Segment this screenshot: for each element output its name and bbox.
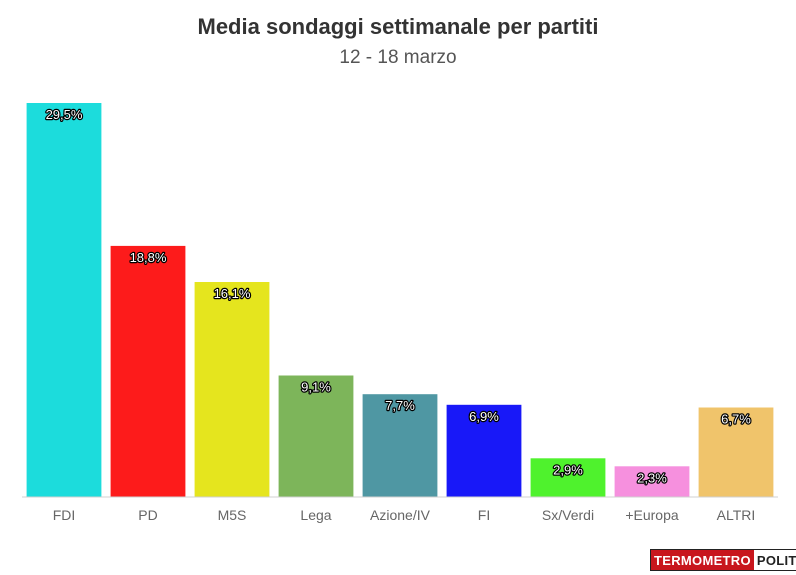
bars-group bbox=[26, 103, 774, 497]
bar-fdi bbox=[26, 103, 102, 497]
bar-pd bbox=[110, 245, 186, 497]
value-label: 2,9% bbox=[553, 462, 583, 477]
bar-altri bbox=[698, 407, 774, 497]
value-label: 6,7% bbox=[721, 412, 751, 427]
value-label: 29,5% bbox=[46, 107, 83, 122]
category-label: ALTRI bbox=[717, 507, 756, 523]
chart-title: Media sondaggi settimanale per partiti bbox=[197, 14, 599, 39]
value-label: 2,3% bbox=[637, 470, 667, 485]
value-label: 9,1% bbox=[301, 380, 331, 395]
value-label: 16,1% bbox=[214, 286, 251, 301]
value-label: 18,8% bbox=[130, 250, 167, 265]
value-label: 7,7% bbox=[385, 398, 415, 413]
value-label: 6,9% bbox=[469, 409, 499, 424]
bar-fi bbox=[446, 404, 522, 497]
bar-europa bbox=[614, 466, 690, 497]
category-label: Lega bbox=[300, 507, 331, 523]
category-labels-group: FDI PD M5S Lega Azione/IV FI Sx/Verdi +Europa AL… bbox=[53, 507, 756, 523]
bar-lega bbox=[278, 375, 354, 497]
chart-subtitle: 12 - 18 marzo bbox=[339, 47, 457, 68]
termometro-politico-logo: TERMOMETRO POLITICO bbox=[650, 549, 796, 571]
category-label: M5S bbox=[218, 507, 247, 523]
category-label: PD bbox=[138, 507, 157, 523]
category-label: FI bbox=[478, 507, 490, 523]
category-label: Sx/Verdi bbox=[542, 507, 594, 523]
bar-azione-iv bbox=[362, 394, 438, 497]
logo-part-1: TERMOMETRO bbox=[651, 550, 754, 570]
bar-m5s bbox=[194, 282, 270, 497]
value-labels-group: 29,5% 18,8% 16,1% 9,1% 7,7% 6,9% 2,9% 2,3% 6,7% bbox=[44, 106, 752, 487]
category-label: +Europa bbox=[625, 507, 679, 523]
logo-part-2: POLITICO bbox=[753, 550, 796, 570]
bar-sx-verdi bbox=[530, 458, 606, 497]
category-label: Azione/IV bbox=[370, 507, 431, 523]
category-label: FDI bbox=[53, 507, 76, 523]
